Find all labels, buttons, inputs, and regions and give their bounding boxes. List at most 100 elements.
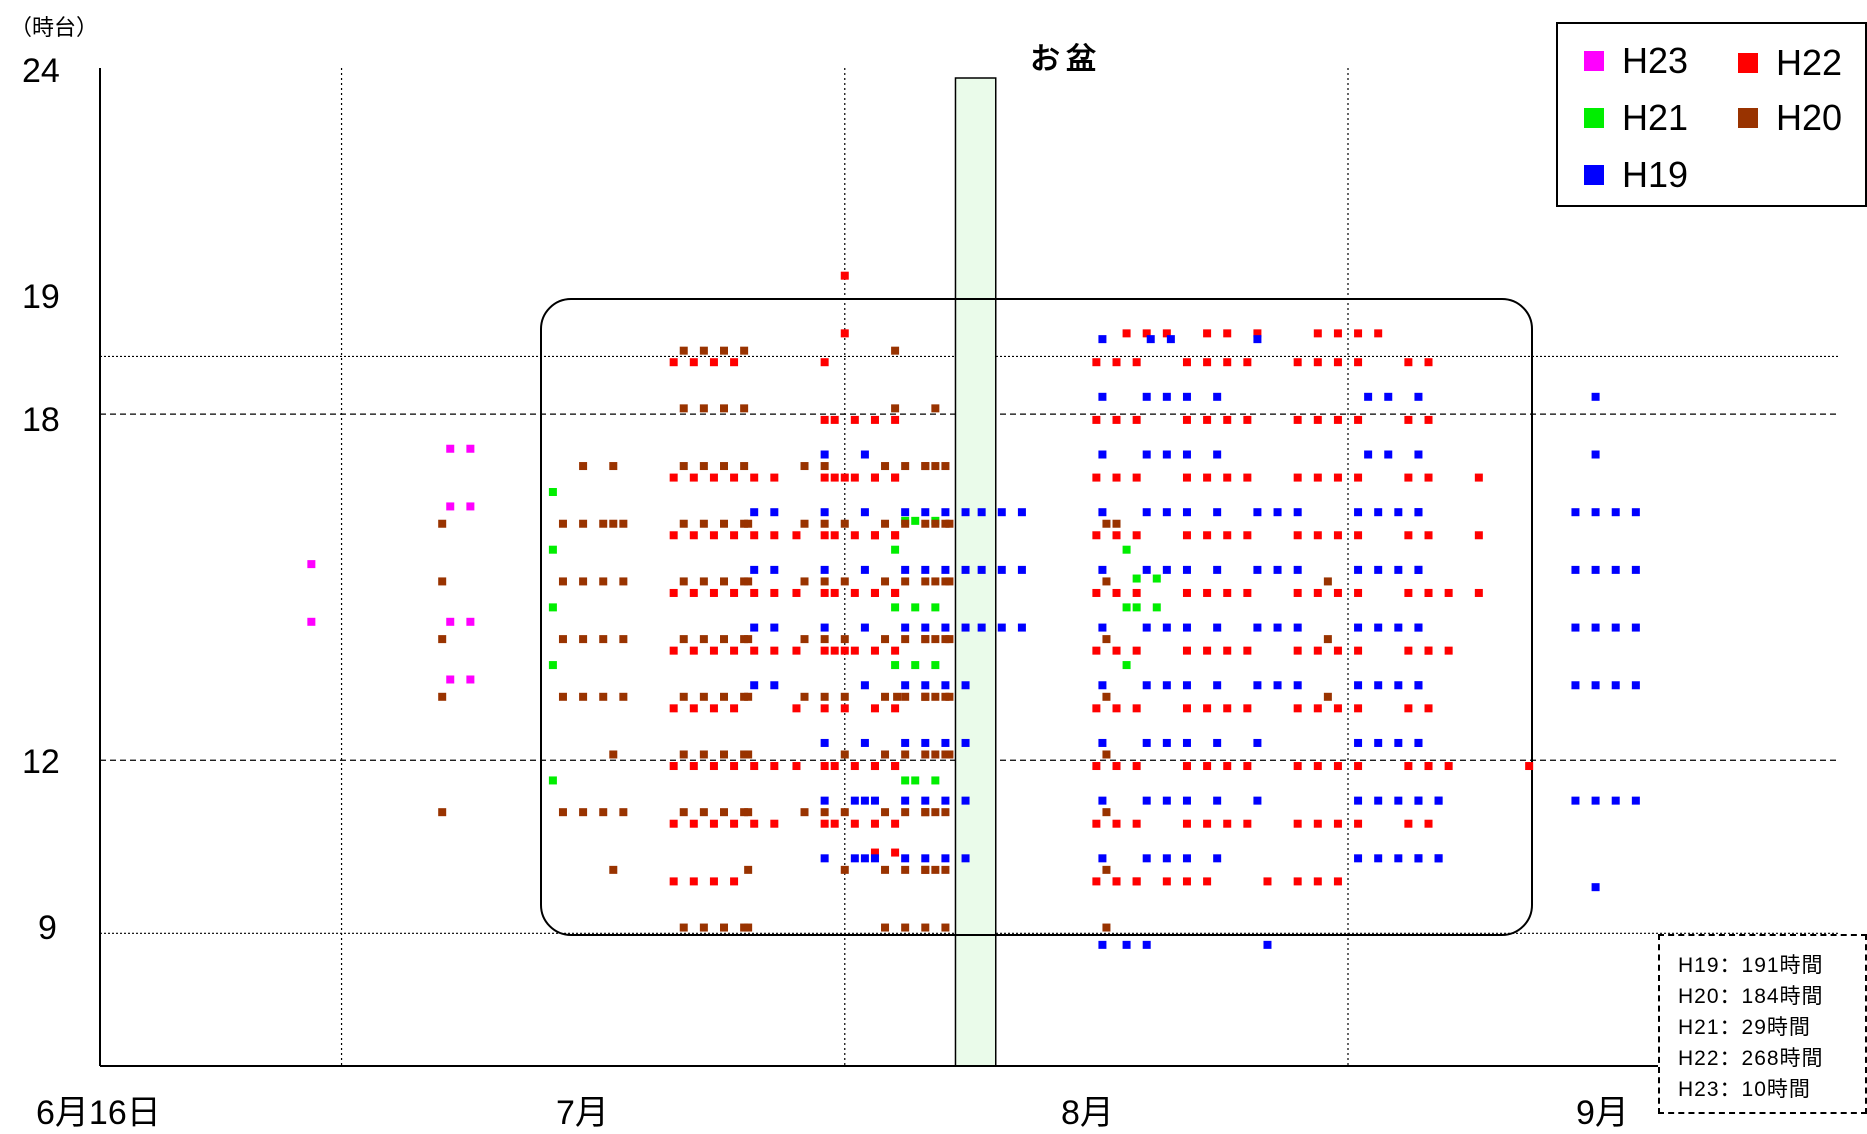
data-point-h19 <box>1253 335 1262 344</box>
data-point-h22 <box>770 762 779 771</box>
data-point-h22 <box>1474 588 1483 597</box>
data-point-h19 <box>1017 508 1026 517</box>
data-point-h19 <box>1182 450 1191 459</box>
data-point-h19 <box>1182 565 1191 574</box>
data-point-h22 <box>792 531 801 540</box>
data-point-h22 <box>1112 415 1121 424</box>
data-point-h19 <box>1162 392 1171 401</box>
data-point-h22 <box>709 473 718 482</box>
data-point-h20 <box>744 750 753 759</box>
series-h19 <box>750 335 1640 949</box>
data-point-h19 <box>1142 738 1151 747</box>
data-point-h21 <box>901 776 910 785</box>
data-point-h19 <box>1394 565 1403 574</box>
data-point-h20 <box>891 404 900 413</box>
data-point-h22 <box>1132 588 1141 597</box>
data-point-h19 <box>941 508 950 517</box>
data-point-h20 <box>901 462 910 471</box>
data-point-h22 <box>1122 329 1131 338</box>
data-point-h22 <box>1182 877 1191 886</box>
data-point-h20 <box>1323 577 1332 586</box>
data-point-h22 <box>1243 646 1252 655</box>
data-point-h19 <box>1591 450 1600 459</box>
data-point-h22 <box>870 473 879 482</box>
data-point-h19 <box>1591 681 1600 690</box>
data-point-h19 <box>770 681 779 690</box>
data-point-h20 <box>1102 635 1111 644</box>
data-point-h19 <box>1162 854 1171 863</box>
data-point-h22 <box>1293 358 1302 367</box>
data-point-h20 <box>744 635 753 644</box>
data-point-h20 <box>740 692 749 701</box>
data-point-h22 <box>770 473 779 482</box>
legend-swatch-h21 <box>1584 108 1604 128</box>
data-point-h22 <box>730 358 739 367</box>
data-point-h22 <box>1132 819 1141 828</box>
data-point-h19 <box>1162 450 1171 459</box>
data-point-h22 <box>1313 646 1322 655</box>
data-point-h22 <box>870 704 879 713</box>
data-point-h22 <box>820 415 829 424</box>
data-point-h20 <box>619 692 628 701</box>
data-point-h22 <box>689 588 698 597</box>
data-point-h19 <box>770 565 779 574</box>
data-point-h22 <box>840 329 849 338</box>
data-point-h19 <box>860 796 869 805</box>
data-point-h23 <box>307 617 316 626</box>
data-point-h22 <box>1112 704 1121 713</box>
data-point-h22 <box>730 819 739 828</box>
data-point-h20 <box>1102 808 1111 817</box>
data-point-h22 <box>1182 819 1191 828</box>
data-point-h20 <box>820 692 829 701</box>
data-point-h20 <box>800 635 809 644</box>
data-marks <box>307 271 1640 949</box>
data-point-h22 <box>1182 358 1191 367</box>
data-point-h22 <box>669 819 678 828</box>
data-point-h22 <box>1223 646 1232 655</box>
total-h20: H20：184時間 <box>1678 985 1824 1008</box>
data-point-h20 <box>599 808 608 817</box>
data-point-h20 <box>840 577 849 586</box>
data-point-h22 <box>1424 819 1433 828</box>
data-point-h22 <box>1182 531 1191 540</box>
data-point-h20 <box>744 692 753 701</box>
data-point-h23 <box>466 675 475 684</box>
data-point-h19 <box>1273 623 1282 632</box>
data-point-h20 <box>720 404 728 413</box>
data-point-h19 <box>941 796 950 805</box>
legend-swatch-h19 <box>1584 165 1604 185</box>
data-point-h21 <box>931 776 940 785</box>
data-point-h22 <box>1092 473 1101 482</box>
data-point-h20 <box>1102 519 1111 528</box>
data-point-h19 <box>901 854 910 863</box>
data-point-h19 <box>860 854 869 863</box>
data-point-h20 <box>901 808 910 817</box>
data-point-h19 <box>1213 854 1222 863</box>
data-point-h19 <box>1364 392 1373 401</box>
data-point-h22 <box>669 646 678 655</box>
total-h19: H19：191時間 <box>1678 954 1824 977</box>
data-point-h20 <box>901 635 910 644</box>
data-point-h20 <box>1323 635 1332 644</box>
data-point-h22 <box>1424 646 1433 655</box>
data-point-h19 <box>1098 565 1107 574</box>
data-point-h19 <box>1017 623 1026 632</box>
data-point-h22 <box>1203 646 1212 655</box>
data-point-h22 <box>1243 588 1252 597</box>
data-point-h20 <box>579 635 588 644</box>
data-point-h20 <box>679 635 688 644</box>
data-point-h20 <box>679 692 688 701</box>
data-point-h19 <box>901 565 910 574</box>
data-point-h20 <box>699 808 708 817</box>
data-point-h22 <box>1333 762 1342 771</box>
data-point-h20 <box>820 577 829 586</box>
data-point-h19 <box>1631 508 1640 517</box>
data-point-h19 <box>961 854 970 863</box>
total-h21: H21：29時間 <box>1678 1016 1811 1039</box>
data-point-h22 <box>1354 415 1363 424</box>
data-point-h19 <box>977 565 986 574</box>
data-point-h22 <box>820 704 829 713</box>
data-point-h22 <box>1313 473 1322 482</box>
data-point-h22 <box>770 819 779 828</box>
